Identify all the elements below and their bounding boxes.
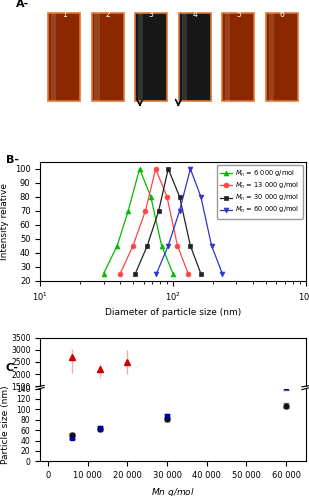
Text: A-: A- (16, 0, 29, 9)
Legend: $M_n$ = 6 000 g/mol, $M_n$ = 13 000 g/mol, $M_n$ = 30 000 g/mol, $M_n$ = 60 000 : $M_n$ = 6 000 g/mol, $M_n$ = 13 000 g/mo… (217, 165, 303, 219)
Bar (182, 13, 187, 101)
Bar (51, 13, 56, 101)
Bar (225, 13, 231, 101)
Bar (179, 13, 211, 101)
Text: 2: 2 (105, 10, 110, 19)
Text: 3: 3 (149, 10, 154, 19)
X-axis label: $Mn$ g/mol: $Mn$ g/mol (151, 486, 195, 496)
Bar (266, 13, 298, 101)
Text: 6: 6 (280, 10, 284, 19)
Y-axis label: Particle size (nm): Particle size (nm) (2, 385, 11, 464)
Y-axis label: Intensity relative: Intensity relative (0, 183, 9, 260)
Bar (269, 13, 274, 101)
Text: 5: 5 (236, 10, 241, 19)
Text: 4: 4 (193, 10, 197, 19)
Text: C-: C- (6, 363, 19, 373)
X-axis label: Diameter of particle size (nm): Diameter of particle size (nm) (105, 309, 241, 317)
Bar (135, 13, 167, 101)
Bar (222, 13, 254, 101)
Bar (92, 13, 124, 101)
Text: B-: B- (6, 155, 19, 165)
Bar (94, 13, 100, 101)
Text: 1: 1 (62, 10, 66, 19)
Bar (48, 13, 80, 101)
Bar (138, 13, 143, 101)
